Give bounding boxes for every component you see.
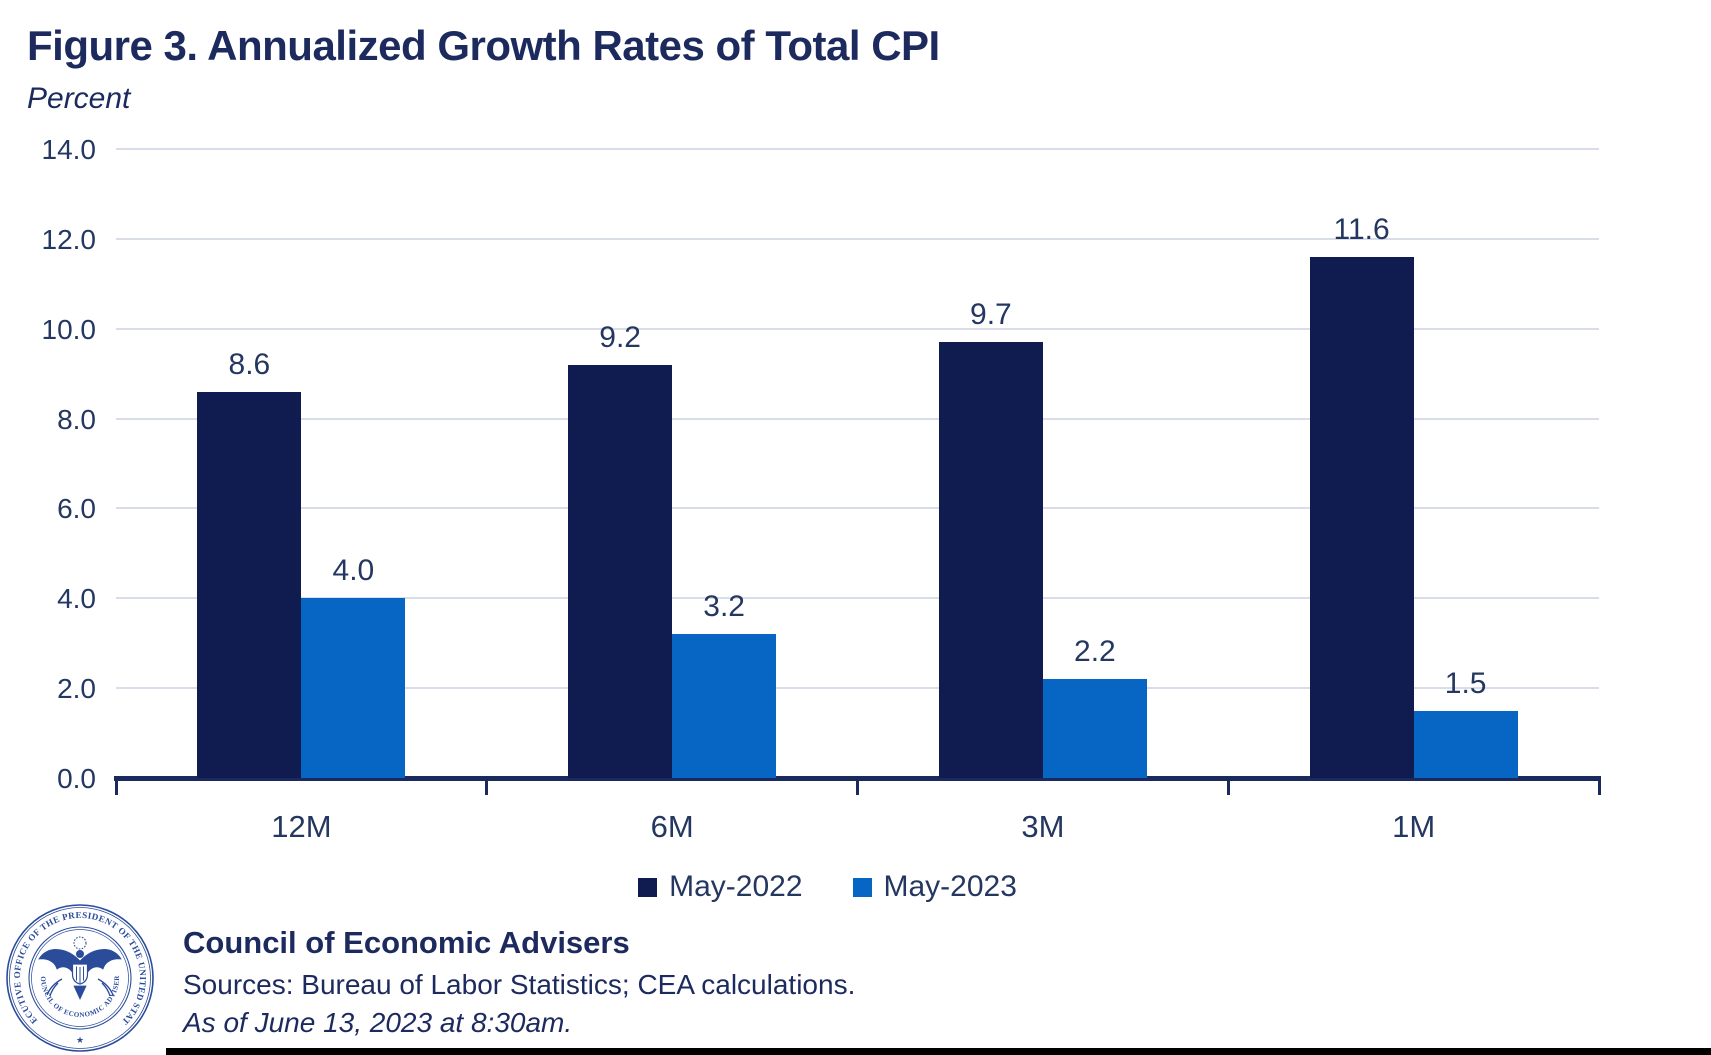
legend-label: May-2023 (883, 870, 1017, 903)
bar-May-2023-12M (301, 598, 406, 778)
bar-value-label: 4.0 (332, 554, 375, 588)
legend-swatch (852, 877, 872, 897)
x-axis-tick (485, 778, 489, 795)
eagle-emblem (38, 936, 122, 1000)
y-axis-tick-label: 0.0 (57, 763, 96, 794)
bar-May-2022-6M (568, 364, 673, 778)
bar-value-label: 9.2 (599, 320, 641, 354)
bar-May-2022-12M (197, 391, 302, 778)
bar-May-2022-3M (938, 342, 1043, 778)
x-axis-tick (1597, 778, 1601, 795)
y-axis-tick-label: 4.0 (57, 583, 96, 615)
bar-chart-plot-area: 0.0 2.0 4.0 6.0 8.0 10.0 12.0 14.0 8.6 9.2 9.7 11.6… (42, 136, 1601, 844)
gridline (116, 148, 1599, 150)
y-axis-tick-label: 6.0 (57, 493, 96, 525)
x-axis-tick (1226, 778, 1230, 795)
as-of-note: As of June 13, 2023 at 8:30am. (183, 1007, 573, 1039)
x-axis-tick (856, 778, 859, 795)
chart-legend: May-2022 May-2023 (86, 870, 1569, 904)
bar-value-label: 9.7 (970, 298, 1012, 332)
legend-swatch (638, 877, 658, 897)
legend-item-May-2023: May-2023 (852, 870, 1017, 904)
gridline (116, 237, 1599, 240)
bar-May-2022-1M (1309, 256, 1414, 778)
y-axis-tick-label: 10.0 (41, 313, 97, 345)
legend-label: May-2022 (669, 870, 803, 903)
y-axis-tick-label: 2.0 (57, 673, 96, 705)
gridline (116, 507, 1599, 510)
y-axis-tick-label: 14.0 (41, 134, 97, 165)
x-axis-category-label: 12M (271, 809, 332, 844)
bar-value-label: 2.2 (1074, 635, 1116, 669)
figure-title: Figure 3. Annualized Growth Rates of Tot… (27, 22, 940, 69)
org-name: Council of Economic Advisers (183, 925, 630, 960)
y-axis-tick-label: 8.0 (57, 403, 96, 435)
x-axis-category-label: 3M (1021, 809, 1065, 844)
gridline (116, 597, 1599, 600)
seal-outer-ring-inner (9, 907, 151, 1049)
x-axis-tick (114, 778, 118, 795)
bar-value-label: 3.2 (703, 590, 745, 624)
gridline (116, 687, 1599, 690)
x-axis-category-label: 6M (650, 809, 694, 844)
bottom-rule (166, 1048, 1711, 1055)
gridline (116, 327, 1599, 330)
bar-May-2023-6M (672, 634, 777, 778)
y-axis-tick-label: 12.0 (41, 223, 97, 255)
seal-mid-ring (28, 926, 132, 1030)
bar-value-label: 8.6 (228, 347, 271, 381)
footer-text-block: Council of Economic Advisers Sources: Bu… (183, 924, 855, 1042)
bar-May-2023-3M (1042, 679, 1147, 778)
axis-unit-label: Percent (27, 82, 131, 115)
bar-value-label: 1.5 (1444, 666, 1487, 700)
legend-item-May-2022: May-2022 (638, 870, 803, 904)
seal-star: ★ (76, 1036, 84, 1046)
seal-mid-ring-inner (31, 929, 129, 1027)
bar-May-2023-1M (1413, 710, 1518, 778)
gridline (116, 417, 1599, 420)
x-axis-category-label: 1M (1392, 809, 1436, 844)
sources-note: Sources: Bureau of Labor Statistics; CEA… (183, 968, 856, 1000)
bar-value-label: 11.6 (1333, 212, 1390, 246)
cea-seal: EXECUTIVE OFFICE OF THE PRESIDENT OF THE… (5, 903, 154, 1052)
